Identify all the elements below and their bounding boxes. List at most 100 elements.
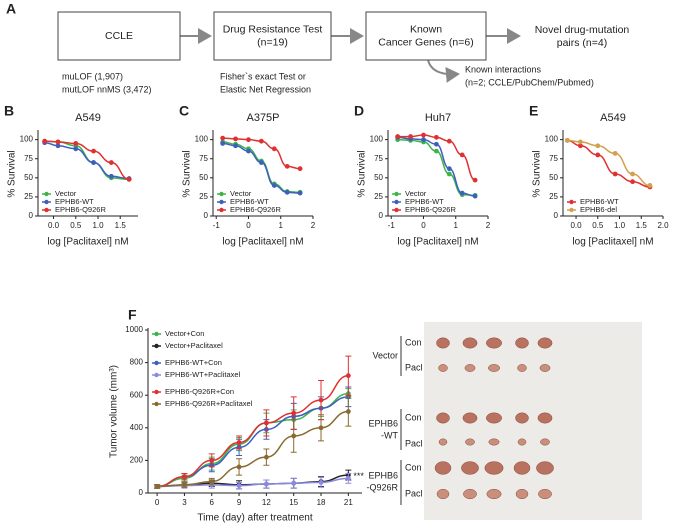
legend-label: EPHB6-Q926R [230, 205, 281, 214]
tumor [462, 412, 478, 424]
flow-box-label: Drug Resistance Test [223, 23, 323, 35]
data-point [459, 152, 465, 158]
data-point [297, 166, 303, 172]
legend-label: Vector [405, 189, 427, 198]
chart-title: A549 [600, 112, 626, 124]
tumor [515, 337, 529, 349]
x-axis-label: log [Paclitaxel] nM [47, 237, 128, 248]
tumor [484, 461, 504, 475]
panel-letter: D [354, 103, 364, 119]
tumor [434, 461, 452, 475]
y-tick-label: 50 [374, 173, 383, 182]
chart-title: A549 [75, 112, 101, 124]
x-tick-label: 2 [311, 221, 316, 230]
tumor [515, 412, 529, 424]
y-tick-label: 50 [549, 173, 558, 182]
data-point [263, 454, 269, 460]
y-tick-label: 75 [374, 154, 383, 163]
legend-label: EPHB6-WT+Paclitaxel [165, 370, 241, 379]
y-tick-label: 0 [139, 488, 144, 497]
group-label: EPHB6 [368, 418, 398, 428]
series-line [157, 477, 349, 488]
data-point [209, 479, 215, 484]
y-tick-label: 0 [204, 211, 209, 220]
y-tick-label: 25 [199, 192, 208, 201]
data-point [271, 183, 277, 188]
tumor [436, 488, 450, 500]
x-tick-label: 1.5 [636, 221, 648, 230]
data-point [577, 139, 583, 145]
panel-letter: B [4, 103, 14, 119]
legend-marker [44, 207, 49, 213]
legend-label: Vector [230, 189, 252, 198]
legend-marker [154, 331, 159, 337]
legend-label: EPHB6-Q926R [55, 205, 106, 214]
legend-label: EPHB6-WT [55, 197, 94, 206]
tumor [436, 337, 450, 349]
tumor [463, 488, 477, 500]
y-tick-label: 100 [545, 135, 559, 144]
y-tick-label: 1000 [125, 325, 143, 334]
legend-label: EPHB6-WT+Con [165, 358, 222, 367]
tumor [465, 438, 475, 446]
tumor [486, 412, 502, 424]
data-point [421, 137, 426, 143]
row-label: Con [405, 337, 422, 347]
tumor [539, 364, 551, 372]
legend-marker [44, 191, 49, 197]
data-point [263, 481, 269, 487]
data-point [91, 160, 96, 165]
group-label: Vector [372, 350, 398, 360]
y-tick-label: 50 [199, 173, 208, 182]
data-point [55, 139, 61, 145]
y-axis-label: % Survival [532, 150, 543, 197]
y-axis-label: Tumor volume (mm³) [109, 365, 120, 458]
y-axis-label: % Survival [182, 150, 193, 197]
x-axis-label: log [Paclitaxel] nM [572, 237, 653, 248]
tumor [538, 488, 552, 500]
data-point [297, 190, 303, 196]
chart-title: A375P [246, 112, 279, 124]
data-point [395, 134, 401, 139]
data-point [318, 397, 324, 403]
tumor [536, 461, 554, 475]
x-tick-label: 1 [279, 221, 284, 230]
chart-title: Huh7 [425, 112, 451, 124]
data-point [236, 440, 242, 445]
data-point [318, 425, 324, 431]
tumor [436, 412, 450, 424]
data-point [446, 138, 452, 144]
data-point [318, 480, 324, 485]
series-line [157, 410, 349, 488]
x-tick-label: 0 [246, 221, 251, 230]
tumor [488, 438, 500, 446]
flow-box-label: CCLE [105, 30, 133, 42]
data-point [472, 193, 478, 199]
x-tick-label: 6 [210, 498, 215, 507]
x-tick-label: 15 [289, 498, 298, 507]
data-point [564, 138, 570, 143]
data-point [595, 143, 601, 149]
flow-note: Fisher`s exact Test or [220, 71, 306, 81]
row-label: Pacl [405, 362, 423, 372]
data-point [433, 134, 439, 140]
data-point [446, 166, 452, 172]
data-point [126, 176, 132, 182]
legend-marker [394, 199, 399, 205]
flow-branch: (n=2; CCLE/PubChem/Pubmed) [465, 77, 594, 87]
panel-letter: A [6, 1, 16, 17]
data-point [258, 138, 264, 144]
y-tick-label: 25 [549, 192, 558, 201]
legend-marker [219, 199, 224, 205]
y-tick-label: 400 [130, 423, 144, 432]
tumor [540, 438, 550, 446]
data-point [345, 373, 351, 379]
x-tick-label: 3 [182, 498, 187, 507]
flow-result: Novel drug-mutation [535, 24, 630, 36]
y-tick-label: 600 [130, 390, 144, 399]
data-point [446, 171, 452, 177]
data-point [55, 143, 61, 149]
data-point [630, 171, 635, 177]
legend-marker [569, 207, 574, 213]
panel-letter: E [529, 103, 538, 119]
